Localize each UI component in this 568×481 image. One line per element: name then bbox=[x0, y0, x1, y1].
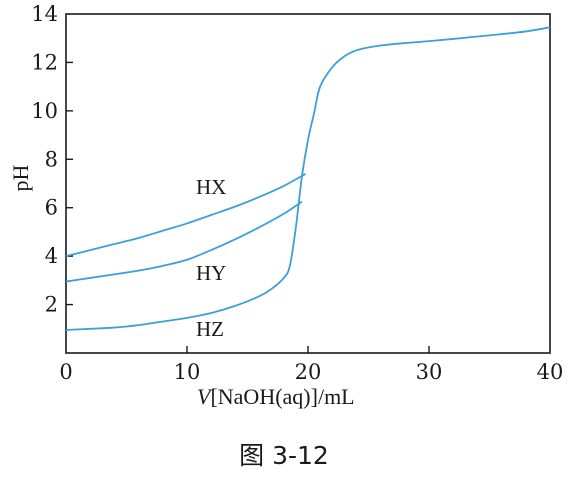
y-tick-label: 2 bbox=[45, 293, 58, 317]
series-label-hz: HZ bbox=[196, 317, 224, 341]
plot-frame bbox=[65, 13, 551, 354]
series-label-hy: HY bbox=[196, 261, 226, 285]
series-line-hy bbox=[65, 200, 303, 283]
series-label-hx: HX bbox=[196, 175, 226, 199]
y-tick-label: 14 bbox=[31, 2, 58, 26]
y-axis-title: pH bbox=[8, 164, 33, 191]
y-tick-label: 10 bbox=[31, 99, 58, 123]
y-tick-label: 6 bbox=[45, 196, 58, 220]
x-tick-label: 40 bbox=[537, 360, 564, 384]
plot-area-border bbox=[65, 13, 551, 354]
x-axis-title: V[NaOH(aq)]/mL bbox=[197, 384, 355, 409]
x-tick-label: 20 bbox=[295, 360, 322, 384]
y-axis-ticks: 2 4 6 8 10 12 14 bbox=[31, 2, 73, 317]
series-line-hz bbox=[65, 26, 551, 331]
x-axis-title-rest: [NaOH(aq)]/mL bbox=[210, 384, 354, 409]
series-line-hx bbox=[65, 173, 307, 258]
y-tick-label: 8 bbox=[45, 147, 58, 171]
x-tick-label: 30 bbox=[416, 360, 443, 384]
x-axis-title-variable: V bbox=[197, 384, 213, 409]
figure-caption: 图 3-12 bbox=[239, 441, 329, 470]
y-tick-label: 4 bbox=[45, 244, 58, 268]
series-lines bbox=[65, 26, 551, 331]
x-axis-ticks: 0 10 20 30 40 bbox=[59, 346, 563, 384]
x-tick-label: 0 bbox=[59, 360, 72, 384]
x-tick-label: 10 bbox=[174, 360, 201, 384]
y-tick-label: 12 bbox=[31, 50, 58, 74]
